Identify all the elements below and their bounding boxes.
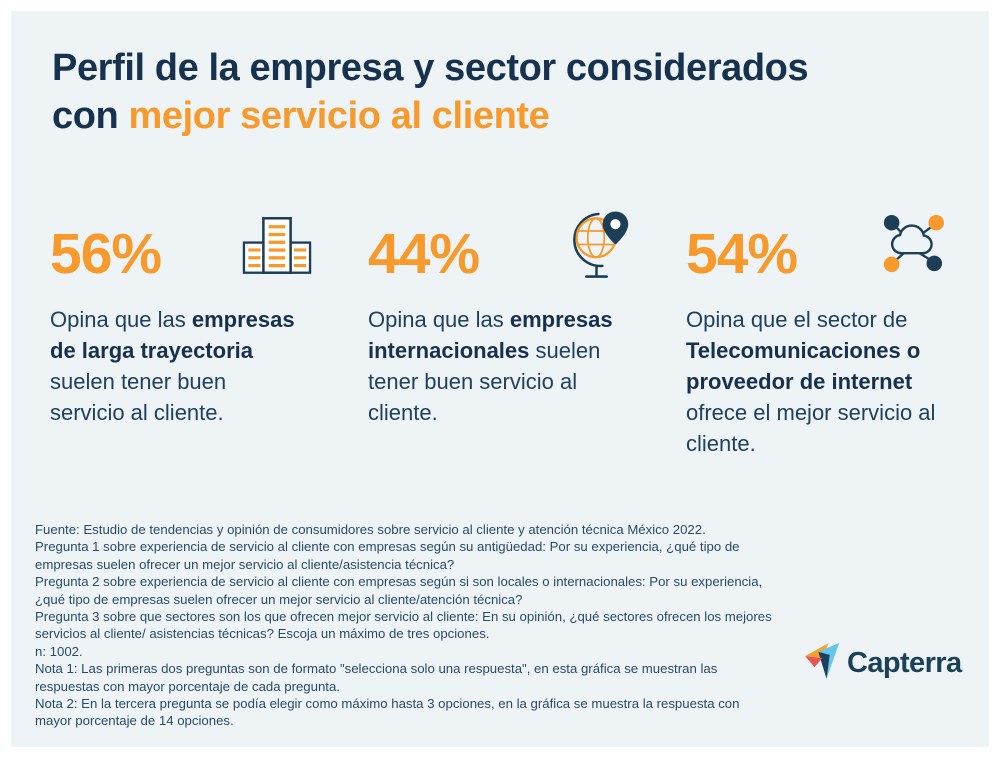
stat-column-long-trajectory: 56% — [50, 214, 332, 459]
capterra-logo: Capterra — [804, 642, 962, 685]
stat-text-post: suelen tener buen servicio al cliente. — [50, 369, 227, 425]
stat-value: 44% — [368, 221, 480, 286]
stat-text-post: ofrece el mejor servicio al cliente. — [686, 400, 936, 456]
stat-description: Opina que el sector de Telecomunicacione… — [686, 304, 942, 459]
stat-text-bold: Telecomunicaciones o proveedor de intern… — [686, 338, 921, 394]
stat-text-bold: empresas internacionales — [368, 307, 613, 363]
background-panel — [11, 11, 989, 747]
cloud-network-icon — [876, 213, 948, 280]
stat-column-international: 44% Opina que las empresas int — [368, 211, 650, 459]
stat-header: 44% — [368, 211, 650, 286]
buildings-icon — [242, 216, 312, 280]
desk-globe-pin-icon — [564, 207, 630, 290]
stat-value: 54% — [686, 221, 798, 286]
title-highlight: mejor servicio al cliente — [128, 95, 550, 137]
footnote-source: Fuente: Estudio de tendencias y opinión … — [35, 522, 706, 537]
stat-text-pre: Opina que el sector de — [686, 307, 908, 332]
footnote-note-2: Nota 2: En la tercera pregunta se podía … — [35, 696, 740, 729]
stat-text-bold: empresas de larga trayectoria — [50, 307, 295, 363]
stat-text-post: suelen tener buen servicio al cliente. — [368, 338, 601, 425]
page-title: Perfil de la empresa y sector considerad… — [52, 44, 952, 140]
stat-header: 54% — [686, 213, 968, 286]
footnote-note-1: Nota 1: Las primeras dos preguntas son d… — [35, 661, 718, 694]
footnotes: Fuente: Estudio de tendencias y opinión … — [35, 521, 779, 730]
footnote-question-3: Pregunta 3 sobre que sectores son los qu… — [35, 609, 772, 642]
stat-header: 56% — [50, 214, 332, 286]
title-line-2-prefix: con — [52, 95, 129, 137]
stat-description: Opina que las empresas internacionales s… — [368, 304, 624, 428]
footnote-question-2: Pregunta 2 sobre experiencia de servicio… — [35, 574, 763, 607]
stat-value: 56% — [50, 221, 162, 286]
capterra-wordmark: Capterra — [847, 647, 962, 679]
stat-text-pre: Opina que las — [368, 307, 510, 332]
footnote-sample-size: n: 1002. — [35, 643, 83, 659]
footnote-question-1: Pregunta 1 sobre experiencia de servicio… — [35, 539, 740, 572]
title-line-1: Perfil de la empresa y sector considerad… — [52, 47, 809, 89]
stat-column-telecom: 54% Opina que el sector de Tel — [686, 214, 968, 459]
stats-row: 56% — [50, 211, 968, 459]
stat-text-pre: Opina que las — [50, 307, 192, 332]
capterra-logo-mark-icon — [804, 642, 842, 685]
stat-description: Opina que las empresas de larga trayecto… — [50, 304, 306, 428]
